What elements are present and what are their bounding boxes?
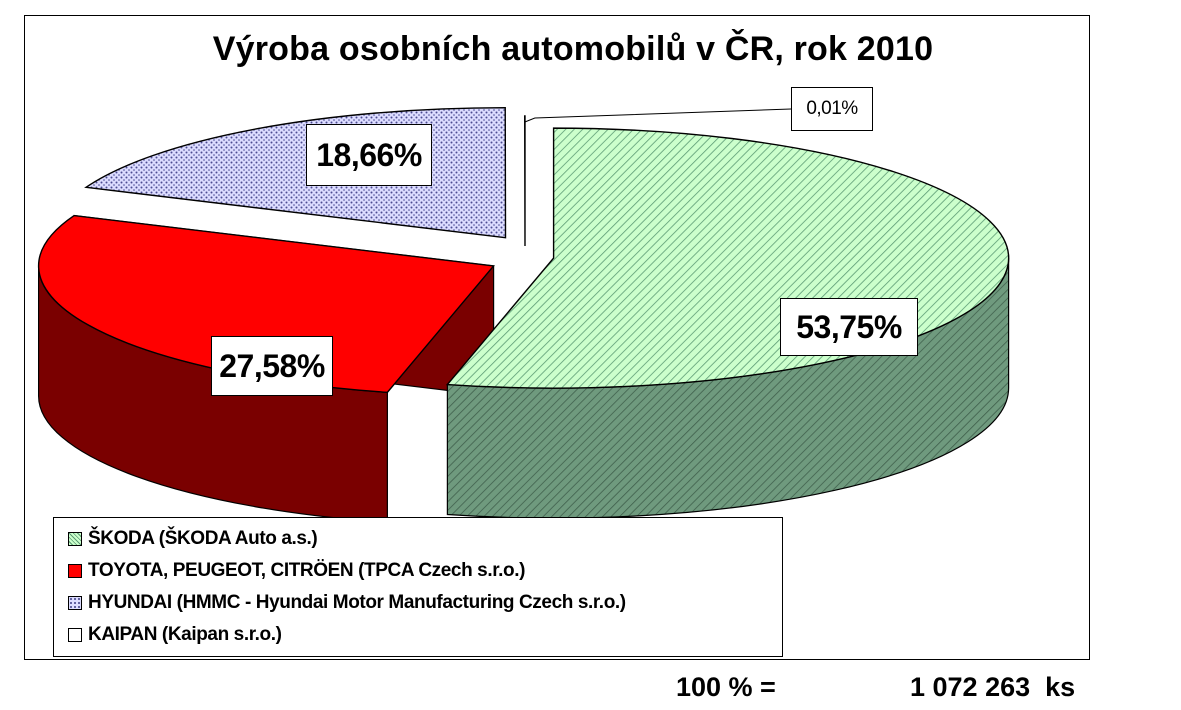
slice-label-kaipan: 0,01% <box>791 87 873 131</box>
slice-label-hyundai: 18,66% <box>306 124 432 186</box>
slice-label-tpca: 27,58% <box>211 336 333 396</box>
legend-label: KAIPAN (Kaipan s.r.o.) <box>88 624 282 645</box>
legend-label: TOYOTA, PEUGEOT, CITRÖEN (TPCA Czech s.r… <box>88 560 526 581</box>
legend-item-kaipan: KAIPAN (Kaipan s.r.o.) <box>68 619 782 651</box>
chart-area: 53,75% 27,58% 18,66% 0,01% <box>24 15 1090 660</box>
total-label: 100 % = <box>676 672 776 702</box>
legend-item-hyundai: HYUNDAI (HMMC - Hyundai Motor Manufactur… <box>68 587 782 619</box>
legend-swatch-tpca <box>68 564 82 578</box>
legend-item-skoda: ŠKODA (ŠKODA Auto a.s.) <box>68 523 782 555</box>
legend-label: HYUNDAI (HMMC - Hyundai Motor Manufactur… <box>88 592 626 613</box>
pie-chart <box>37 106 1010 523</box>
legend-item-tpca: TOYOTA, PEUGEOT, CITRÖEN (TPCA Czech s.r… <box>68 555 782 587</box>
legend-swatch-kaipan <box>68 628 82 642</box>
legend: ŠKODA (ŠKODA Auto a.s.) TOYOTA, PEUGEOT,… <box>53 517 783 657</box>
legend-swatch-skoda <box>68 532 82 546</box>
slice-hyundai <box>84 106 507 239</box>
total-value: 1 072 263 ks <box>910 672 1076 702</box>
chart-title: Výroba osobních automobilů v ČR, rok 201… <box>212 30 934 68</box>
legend-swatch-hyundai <box>68 596 82 610</box>
slice-label-skoda: 53,75% <box>780 298 918 356</box>
legend-label: ŠKODA (ŠKODA Auto a.s.) <box>88 528 318 549</box>
kaipan-leader-line <box>524 108 792 123</box>
